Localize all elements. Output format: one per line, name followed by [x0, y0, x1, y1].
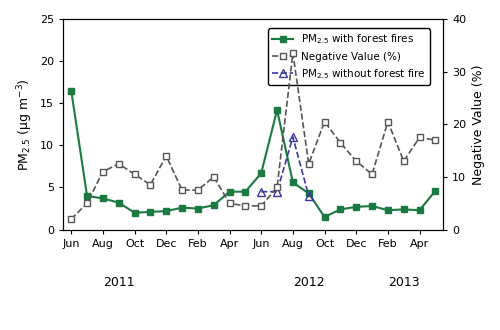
Legend: PM$_{2.5}$ with forest fires, Negative Value (%), PM$_{2.5}$ without forest fire: PM$_{2.5}$ with forest fires, Negative V…	[268, 28, 430, 85]
Y-axis label: Negative Value (%): Negative Value (%)	[472, 64, 485, 184]
Text: 2013: 2013	[388, 276, 420, 289]
Text: 2012: 2012	[293, 276, 324, 289]
Text: 2011: 2011	[103, 276, 134, 289]
Y-axis label: PM$_{2.5}$ (µg m$^{-3}$): PM$_{2.5}$ (µg m$^{-3}$)	[15, 78, 34, 171]
